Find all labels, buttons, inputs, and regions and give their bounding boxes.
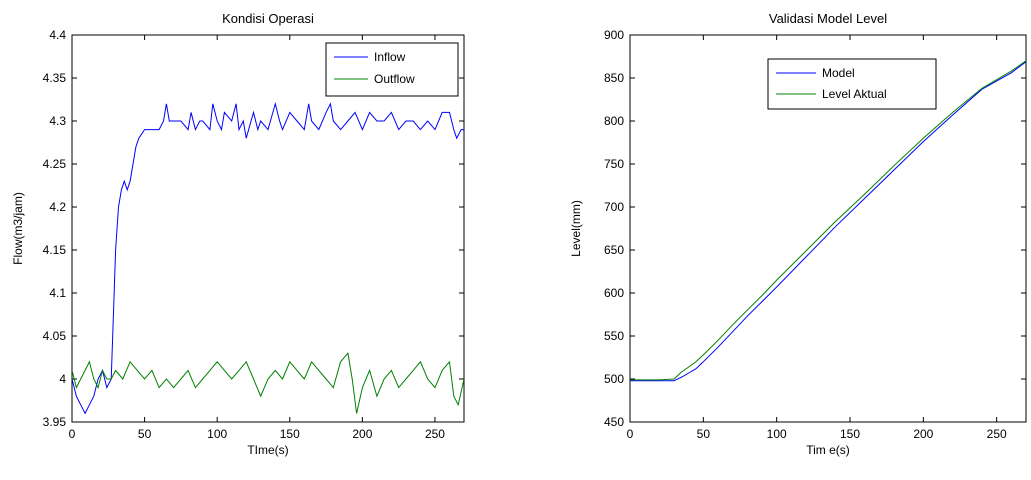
x-tick-label: 0 — [627, 427, 634, 441]
y-tick-label: 4.1 — [49, 286, 66, 300]
series-line-outflow — [72, 352, 464, 414]
x-tick-label: 250 — [987, 427, 1007, 441]
y-axis-label: Flow(m3/jam) — [11, 192, 25, 265]
chart-title: Kondisi Operasi — [222, 11, 314, 26]
y-tick-label: 4.05 — [43, 329, 67, 343]
x-tick-label: 250 — [425, 427, 445, 441]
y-tick-label: 750 — [604, 157, 624, 171]
y-tick-label: 450 — [604, 415, 624, 429]
y-axis-label: Level(mm) — [569, 200, 583, 257]
chart-title: Validasi Model Level — [769, 11, 887, 26]
legend: Model Level Aktual — [767, 58, 937, 110]
legend-label: Inflow — [374, 50, 406, 64]
y-tick-label: 800 — [604, 114, 624, 128]
y-tick-label: 550 — [604, 329, 624, 343]
y-tick-label: 4.4 — [49, 28, 66, 42]
y-tick-label: 4.35 — [43, 71, 67, 85]
y-tick-label: 4.15 — [43, 243, 67, 257]
chart-2: Validasi Model Level 0 50 100 150 200 250 450 50… — [569, 11, 1027, 457]
x-tick-label: 50 — [697, 427, 711, 441]
x-tick-label: 0 — [69, 427, 76, 441]
y-tick-label: 500 — [604, 372, 624, 386]
chart-1: Kondisi Operasi 0 50 100 150 200 250 3.95 4 4.05 4… — [11, 11, 465, 457]
legend-box — [767, 58, 937, 110]
y-tick-label: 900 — [604, 28, 624, 42]
y-tick-label: 650 — [604, 243, 624, 257]
y-tick-label: 850 — [604, 71, 624, 85]
legend: Inflow Outflow — [325, 42, 459, 97]
series-line-level-aktual — [630, 60, 1026, 381]
series-line-model — [630, 61, 1026, 382]
legend-label: Level Aktual — [822, 87, 887, 101]
y-tick-label: 4 — [59, 372, 66, 386]
x-axis-label: Tim e(s) — [806, 443, 850, 457]
x-tick-label: 100 — [767, 427, 787, 441]
legend-box — [325, 42, 459, 97]
plot-area — [71, 34, 465, 423]
x-tick-label: 200 — [913, 427, 933, 441]
x-tick-label: 200 — [352, 427, 372, 441]
y-tick-label: 700 — [604, 200, 624, 214]
y-tick-label: 600 — [604, 286, 624, 300]
x-axis-label: TIme(s) — [247, 443, 288, 457]
x-tick-label: 100 — [207, 427, 227, 441]
legend-label: Model — [822, 66, 855, 80]
x-tick-label: 150 — [840, 427, 860, 441]
y-tick-label: 4.25 — [43, 157, 67, 171]
y-tick-label: 4.2 — [49, 200, 66, 214]
y-tick-label: 4.3 — [49, 114, 66, 128]
x-tick-label: 150 — [280, 427, 300, 441]
series-line-inflow — [72, 101, 464, 415]
legend-label: Outflow — [374, 72, 415, 86]
y-tick-label: 3.95 — [43, 415, 67, 429]
x-tick-label: 50 — [138, 427, 152, 441]
